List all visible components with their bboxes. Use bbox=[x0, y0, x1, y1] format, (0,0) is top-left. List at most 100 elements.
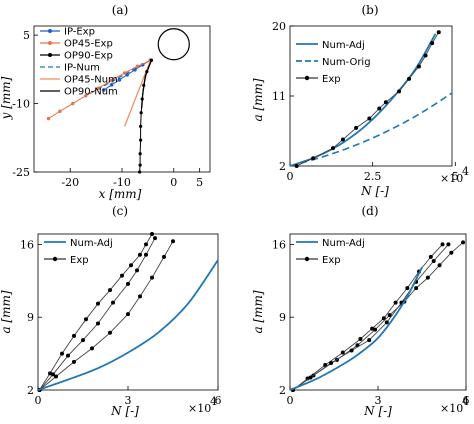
y-tick-label: 9 bbox=[27, 311, 34, 324]
op90-exp-point bbox=[142, 83, 146, 87]
num-adj-line bbox=[289, 33, 437, 167]
op90-exp-point bbox=[138, 170, 142, 174]
y-tick-label: -25 bbox=[12, 166, 30, 179]
exp-point bbox=[54, 374, 58, 379]
exp-point bbox=[397, 89, 402, 94]
exp-point bbox=[367, 338, 372, 343]
panel-a: -20 -10 0 5 5 -10 -25 IP-ExpOP45-ExpOP90-ExpIP-… bbox=[12, 25, 211, 189]
exp-line bbox=[292, 241, 464, 391]
x-tick-label: 0 bbox=[287, 170, 294, 183]
exp-point bbox=[367, 116, 372, 121]
panel-a-xlabel: x [mm] bbox=[99, 187, 142, 201]
svg-text:4: 4 bbox=[210, 395, 217, 408]
op90-exp-point bbox=[140, 97, 144, 101]
op90-exp-point bbox=[139, 124, 143, 128]
exp-point bbox=[311, 156, 316, 161]
legend-marker bbox=[304, 75, 310, 81]
exp-point bbox=[425, 275, 430, 280]
panel-a-ylabel: y [mm] bbox=[0, 76, 13, 120]
legend-label: Num-Adj bbox=[70, 238, 113, 249]
exp-line bbox=[292, 244, 443, 391]
exp-point bbox=[383, 100, 388, 105]
y-tick-label: 5 bbox=[23, 29, 30, 42]
y-tick-label: 11 bbox=[272, 90, 286, 103]
panel-c-frame bbox=[37, 233, 219, 391]
svg-text:×10: ×10 bbox=[440, 172, 463, 185]
exp-point bbox=[349, 348, 354, 353]
exp-line bbox=[292, 244, 449, 391]
exp-point bbox=[129, 263, 133, 268]
panel-d-frame bbox=[289, 233, 467, 391]
exp-point bbox=[430, 41, 435, 46]
x-tick-label: 0 bbox=[287, 394, 294, 407]
y-tick-label: -10 bbox=[12, 98, 30, 111]
legend-label: Num-Adj bbox=[322, 238, 365, 249]
exp-point bbox=[72, 359, 76, 364]
legend-label: OP45-Num bbox=[64, 75, 118, 86]
legend-label: Exp bbox=[322, 255, 341, 266]
exp-point bbox=[414, 286, 419, 291]
legend-marker bbox=[48, 53, 52, 57]
exp-point bbox=[111, 300, 115, 305]
op45-exp-point bbox=[97, 86, 101, 90]
op45-exp-point bbox=[46, 116, 51, 121]
exp-line bbox=[296, 31, 440, 167]
panel-c-exponent: ×10 4 bbox=[188, 395, 217, 415]
ip-exp-point bbox=[109, 83, 114, 87]
svg-text:×10: ×10 bbox=[188, 402, 211, 415]
legend-label: IP-Num bbox=[64, 63, 100, 74]
op90-exp-point bbox=[138, 152, 142, 156]
exp-point bbox=[329, 360, 334, 365]
panel-b-xlabel: N [-] bbox=[360, 184, 389, 198]
panel-d-ylabel: a [mm] bbox=[251, 290, 265, 333]
exp-point bbox=[384, 320, 389, 325]
exp-line bbox=[39, 241, 174, 391]
op45-exp-point bbox=[135, 64, 140, 68]
legend-label: OP45-Exp bbox=[64, 39, 113, 50]
exp-point bbox=[150, 275, 154, 280]
exp-point bbox=[96, 321, 100, 326]
legend-label: Num-Orig bbox=[322, 57, 371, 68]
legend-marker bbox=[48, 41, 52, 45]
op90-exp-point bbox=[149, 58, 154, 62]
panel-d-exponent: ×10 4 bbox=[440, 395, 469, 415]
panel-d-xlabel: N [-] bbox=[363, 404, 392, 418]
op45-exp-point bbox=[122, 71, 127, 75]
exp-point bbox=[431, 259, 436, 264]
svg-text:4: 4 bbox=[462, 395, 469, 408]
x-tick-label: 5 bbox=[452, 170, 459, 183]
exp-point bbox=[138, 294, 142, 299]
exp-point bbox=[377, 106, 382, 111]
exp-point bbox=[48, 371, 52, 376]
legend-label: OP90-Num bbox=[64, 87, 118, 98]
exp-point bbox=[381, 316, 386, 321]
exp-point bbox=[90, 346, 94, 351]
exp-point bbox=[446, 242, 451, 247]
exp-point bbox=[60, 351, 64, 356]
y-tick-label: 20 bbox=[272, 20, 286, 33]
panel-c-title: (c) bbox=[112, 204, 128, 218]
exp-point bbox=[436, 30, 441, 35]
svg-text:4: 4 bbox=[462, 165, 469, 178]
x-tick-label: -10 bbox=[113, 176, 131, 189]
exp-point bbox=[66, 353, 70, 358]
exp-point bbox=[428, 254, 433, 259]
exp-point bbox=[126, 281, 130, 286]
exp-point bbox=[393, 300, 398, 305]
exp-point bbox=[138, 252, 142, 257]
exp-point bbox=[358, 337, 363, 342]
exp-line bbox=[39, 233, 153, 391]
exp-point bbox=[294, 164, 299, 168]
exp-point bbox=[108, 288, 112, 293]
legend-marker bbox=[304, 256, 310, 262]
exp-point bbox=[153, 236, 157, 241]
y-tick-label: 16 bbox=[20, 238, 34, 251]
legend-label: Num-Adj bbox=[322, 40, 365, 51]
x-tick-label: 3 bbox=[125, 394, 132, 407]
exp-point bbox=[84, 317, 88, 322]
exp-point bbox=[162, 254, 166, 259]
exp-point bbox=[340, 137, 345, 142]
y-tick-label: 2 bbox=[27, 384, 34, 397]
panel-b: 0 2.5 5 2 11 20 Num-Adj Num-Orig Exp bbox=[272, 20, 459, 183]
